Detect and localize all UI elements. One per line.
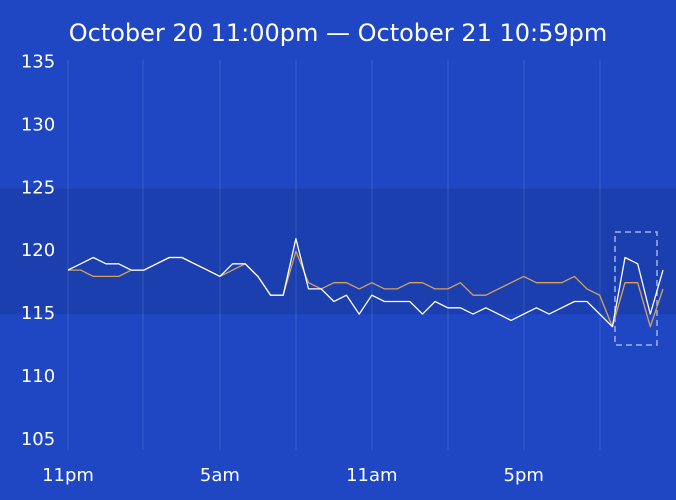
- y-tick-label: 115: [21, 303, 55, 324]
- x-tick-label: 11am: [346, 465, 397, 486]
- target-band: [0, 188, 676, 315]
- y-tick-label: 135: [21, 52, 55, 73]
- chart-title: October 20 11:00pm — October 21 10:59pm: [69, 19, 608, 47]
- time-grid: [67, 60, 601, 450]
- y-tick-label: 130: [21, 114, 55, 135]
- highlight-box: [614, 231, 658, 346]
- x-tick-label: 5pm: [504, 465, 544, 486]
- y-tick-label: 105: [21, 429, 55, 450]
- series-line: [67, 237, 664, 328]
- x-tick-label: 5am: [200, 465, 240, 486]
- y-tick-label: 120: [21, 240, 55, 261]
- y-tick-label: 110: [21, 366, 55, 387]
- x-tick-label: 11pm: [42, 465, 94, 486]
- y-tick-label: 125: [21, 177, 55, 198]
